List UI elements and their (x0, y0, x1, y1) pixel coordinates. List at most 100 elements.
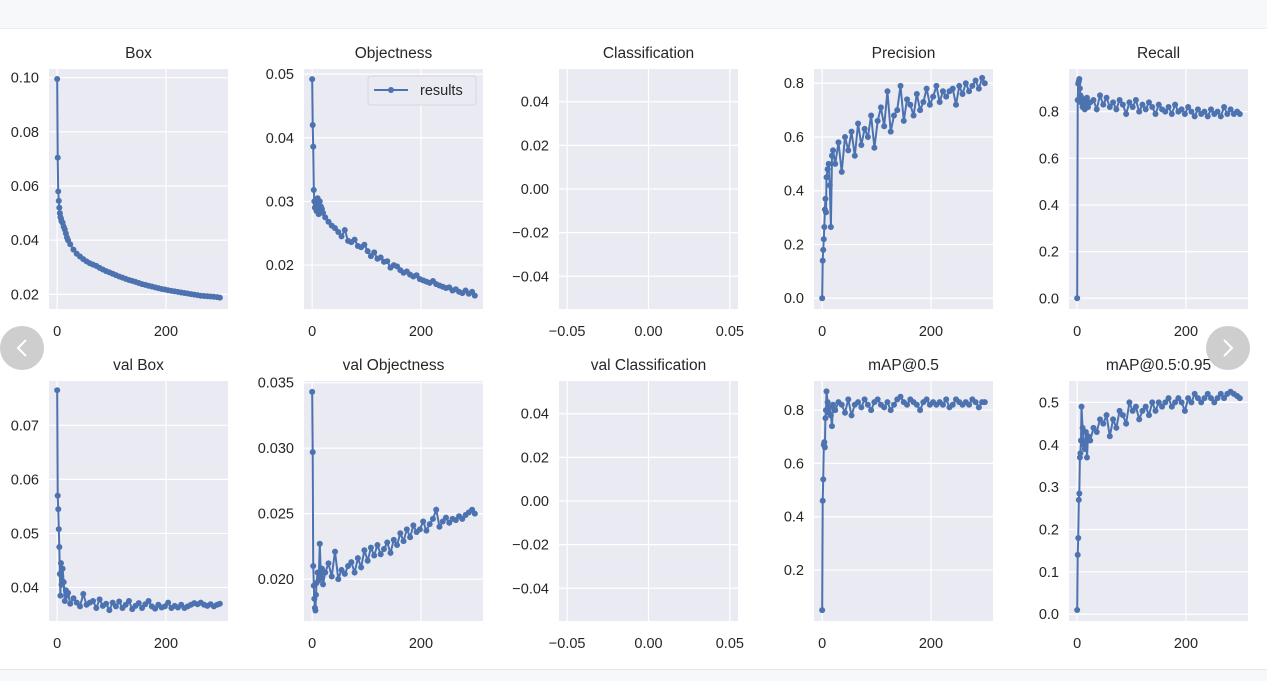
data-point (384, 258, 391, 265)
y-tick-label: 0.030 (258, 441, 294, 457)
data-point (364, 248, 371, 255)
x-tick-label: 0.05 (716, 636, 744, 652)
subplot-objectness: 0.02 0.03 0.04 0.05 0 200 Objectness results (266, 45, 483, 340)
data-point (1198, 399, 1205, 406)
data-point (1090, 424, 1097, 431)
carousel-prev-button[interactable] (0, 326, 44, 370)
data-point (1136, 416, 1143, 423)
data-point (864, 133, 871, 140)
data-point (1126, 399, 1133, 406)
data-point (56, 543, 63, 550)
data-point (348, 559, 355, 566)
data-point (913, 401, 920, 408)
data-point (972, 77, 979, 84)
data-point (1126, 99, 1133, 106)
data-point (1136, 108, 1143, 115)
data-point (70, 595, 77, 602)
data-point (309, 76, 316, 83)
data-point (1097, 416, 1104, 423)
data-point (407, 534, 414, 541)
data-point (821, 439, 828, 446)
data-point (112, 603, 119, 610)
data-point (67, 600, 74, 607)
data-point (1162, 399, 1169, 406)
data-point (910, 112, 917, 119)
data-point (1119, 101, 1126, 108)
data-point (904, 401, 911, 408)
subplot-title: Box (125, 45, 152, 62)
data-point (819, 497, 826, 504)
data-point (842, 409, 849, 416)
data-point (310, 143, 317, 150)
data-point (309, 122, 316, 129)
data-point (1149, 104, 1156, 111)
data-point (1076, 76, 1083, 83)
data-point (310, 186, 317, 193)
data-point (322, 214, 329, 221)
data-point (881, 123, 888, 130)
subplot-title: mAP@0.5:0.95 (1106, 357, 1211, 374)
subplot-title: Classification (603, 45, 694, 62)
data-point (1085, 104, 1092, 111)
data-point (953, 101, 960, 108)
data-point (1155, 399, 1162, 406)
y-tick-label: 0.08 (11, 125, 39, 141)
y-tick-label: 0.8 (784, 403, 804, 419)
data-point (80, 590, 87, 597)
data-point (1100, 101, 1107, 108)
data-point (328, 573, 335, 580)
data-point (871, 144, 878, 151)
data-point (823, 174, 830, 181)
data-point (1172, 399, 1179, 406)
subplot-title: val Objectness (343, 357, 445, 374)
data-point (1159, 403, 1166, 410)
data-point (433, 506, 440, 513)
data-point (887, 128, 894, 135)
data-point (830, 401, 837, 408)
data-point (1129, 407, 1136, 414)
data-point (917, 107, 924, 114)
y-tick-label: 0.6 (784, 130, 804, 146)
data-point (384, 539, 391, 546)
y-tick-label: −0.02 (512, 226, 549, 242)
data-point (819, 607, 826, 614)
data-point (1081, 445, 1088, 452)
data-point (335, 576, 342, 583)
data-point (877, 104, 884, 111)
data-point (820, 236, 827, 243)
data-point (416, 526, 423, 533)
subplot-val-objectness: 0.020 0.025 0.030 0.035 0 200 val Objectness (258, 357, 483, 652)
data-point (1185, 395, 1192, 402)
data-point (1083, 454, 1090, 461)
data-point (1162, 108, 1169, 115)
data-point (1110, 416, 1117, 423)
data-point (452, 517, 459, 524)
data-point (1100, 420, 1107, 427)
data-point (1152, 111, 1159, 118)
subplot-precision: 0.0 0.2 0.4 0.6 0.8 0 200 Precision (784, 45, 993, 340)
y-tick-label: 0.3 (1039, 480, 1059, 496)
data-point (930, 93, 937, 100)
data-point (1194, 395, 1201, 402)
plot-area (814, 381, 993, 621)
data-point (1076, 85, 1083, 92)
data-point (858, 142, 865, 149)
data-point (325, 560, 332, 567)
subplot-title: mAP@0.5 (868, 357, 939, 374)
data-point (1204, 390, 1211, 397)
data-point (1208, 395, 1215, 402)
data-point (975, 404, 982, 411)
data-point (367, 544, 374, 551)
data-point (1139, 101, 1146, 108)
data-point (338, 233, 345, 240)
carousel-next-button[interactable] (1206, 326, 1250, 370)
data-point (824, 399, 831, 406)
data-point (312, 591, 319, 598)
data-point (165, 599, 172, 606)
subplot-map-0-5-0-95: 0.0 0.1 0.2 0.3 0.4 0.5 0 200 mAP@0.5:0.95 (1039, 357, 1248, 652)
y-tick-label: −0.02 (512, 538, 549, 554)
data-point (981, 399, 988, 406)
data-point (361, 547, 368, 554)
x-tick-label: 0.00 (634, 636, 662, 652)
data-point (900, 117, 907, 124)
